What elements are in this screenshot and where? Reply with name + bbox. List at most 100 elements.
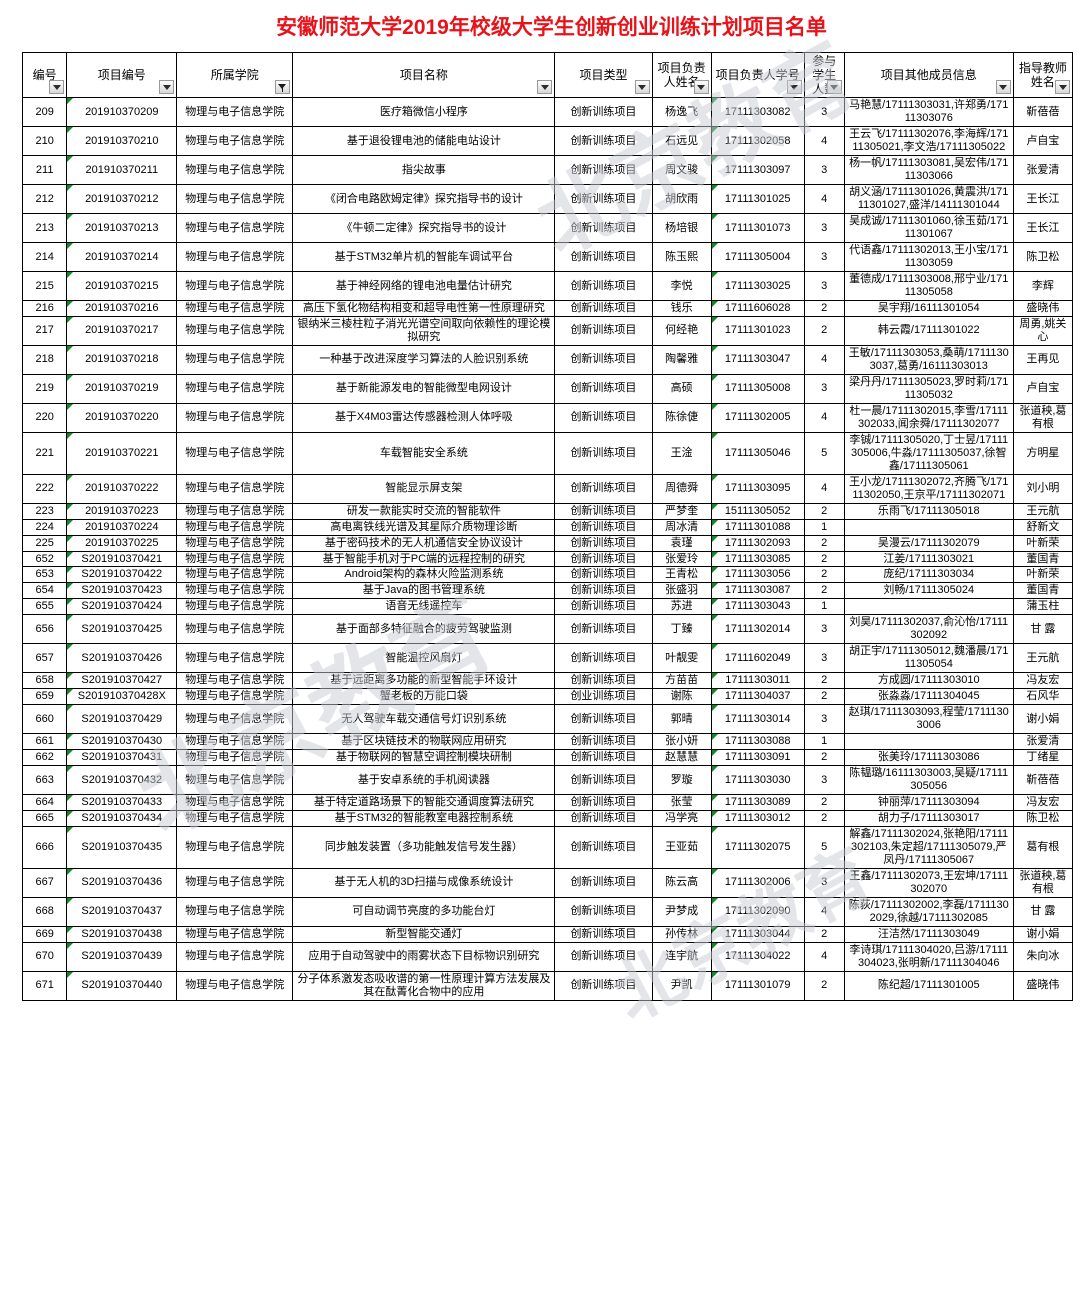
cell-members[interactable]: 李铖/17111305020,丁士昱/17111305006,牛淼/171113…: [843, 431, 1014, 475]
cell-type[interactable]: 创新训练项目: [554, 242, 653, 273]
cell-no[interactable]: 664: [21, 794, 68, 811]
cell-teacher[interactable]: 王再见: [1012, 344, 1074, 375]
cell-name[interactable]: 基于特定道路场景下的智能交通调度算法研究: [292, 794, 556, 811]
cell-no[interactable]: 214: [21, 242, 68, 273]
filter-dropdown-icon[interactable]: [786, 80, 802, 95]
cell-college[interactable]: 物理与电子信息学院: [176, 941, 294, 972]
cell-code[interactable]: S201910370438: [66, 925, 178, 943]
table-row[interactable]: 221 201910370221 物理与电子信息学院 车载智能安全系统 创新训练项目 王淦…: [21, 431, 1074, 475]
cell-type[interactable]: 创新训练项目: [554, 316, 653, 346]
cell-leader[interactable]: 李悦: [651, 271, 712, 302]
cell-no[interactable]: 220: [21, 402, 68, 433]
table-row[interactable]: 669 S201910370438 物理与电子信息学院 新型智能交通灯 创新训练项目 孙传…: [21, 925, 1074, 943]
cell-college[interactable]: 物理与电子信息学院: [176, 672, 294, 690]
cell-members[interactable]: 马艳慧/17111303031,许郑勇/17111303076: [843, 97, 1014, 128]
cell-members[interactable]: 解鑫/17111302024,张艳阳/17111302103,朱定超/17111…: [843, 825, 1014, 869]
cell-type[interactable]: 创新训练项目: [554, 867, 653, 898]
cell-name[interactable]: 智能显示屏支架: [292, 473, 556, 504]
cell-code[interactable]: S201910370427: [66, 672, 178, 690]
table-row[interactable]: 658 S201910370427 物理与电子信息学院 基于远距离多功能的新型智能手环…: [21, 672, 1074, 690]
cell-no[interactable]: 661: [21, 733, 68, 751]
cell-college[interactable]: 物理与电子信息学院: [176, 582, 294, 600]
cell-no[interactable]: 212: [21, 184, 68, 215]
cell-count[interactable]: 4: [803, 126, 845, 157]
cell-leader[interactable]: 王亚茹: [651, 825, 712, 869]
cell-type[interactable]: 创新训练项目: [554, 155, 653, 186]
table-row[interactable]: 656 S201910370425 物理与电子信息学院 基于面部多特征融合的疲劳驾驶监…: [21, 614, 1074, 645]
cell-college[interactable]: 物理与电子信息学院: [176, 518, 294, 536]
cell-members[interactable]: 陈纪超/17111301005: [843, 970, 1014, 1001]
table-row[interactable]: 216 201910370216 物理与电子信息学院 高压下氢化物结构相变和超导电性第…: [21, 300, 1074, 317]
cell-no[interactable]: 665: [21, 809, 68, 827]
cell-teacher[interactable]: 李辉: [1012, 271, 1074, 302]
cell-leader[interactable]: 袁瑾: [651, 534, 712, 552]
cell-college[interactable]: 物理与电子信息学院: [176, 566, 294, 584]
cell-type[interactable]: 创新训练项目: [554, 126, 653, 157]
cell-members[interactable]: 梁丹丹/17111305023,罗时莉/17111305032: [843, 373, 1014, 404]
cell-code[interactable]: S201910370429: [66, 704, 178, 735]
cell-college[interactable]: 物理与电子信息学院: [176, 688, 294, 706]
cell-type[interactable]: 创新训练项目: [554, 373, 653, 404]
cell-code[interactable]: S201910370423: [66, 582, 178, 600]
cell-sid[interactable]: 17111303011: [710, 672, 805, 690]
cell-no[interactable]: 660: [21, 704, 68, 735]
cell-leader[interactable]: 高硕: [651, 373, 712, 404]
cell-no[interactable]: 221: [21, 431, 68, 475]
cell-members[interactable]: 陈荻/17111302002,李磊/17111302029,徐越/1711130…: [843, 896, 1014, 927]
filter-dropdown-icon[interactable]: [1055, 80, 1070, 95]
cell-type[interactable]: 创新训练项目: [554, 550, 653, 568]
cell-name[interactable]: 《牛顿二定律》探究指导书的设计: [292, 213, 556, 244]
cell-count[interactable]: 2: [803, 672, 845, 690]
cell-count[interactable]: 2: [803, 502, 845, 520]
cell-type[interactable]: 创新训练项目: [554, 402, 653, 433]
cell-type[interactable]: 创新训练项目: [554, 643, 653, 674]
cell-type[interactable]: 创新训练项目: [554, 213, 653, 244]
cell-code[interactable]: S201910370434: [66, 809, 178, 827]
cell-leader[interactable]: 张莹: [651, 794, 712, 811]
cell-college[interactable]: 物理与电子信息学院: [176, 704, 294, 735]
cell-count[interactable]: 3: [803, 614, 845, 645]
cell-type[interactable]: 创新训练项目: [554, 271, 653, 302]
cell-members[interactable]: 韩云霞/17111301022: [843, 316, 1014, 346]
cell-leader[interactable]: 陈徐倢: [651, 402, 712, 433]
cell-type[interactable]: 创新训练项目: [554, 300, 653, 317]
cell-no[interactable]: 670: [21, 941, 68, 972]
cell-no[interactable]: 225: [21, 534, 68, 552]
table-row[interactable]: 671 S201910370440 物理与电子信息学院 分子体系激发态吸收谱的第一性原…: [21, 970, 1074, 1001]
cell-no[interactable]: 669: [21, 925, 68, 943]
cell-teacher[interactable]: 董国青: [1012, 582, 1074, 600]
table-row[interactable]: 662 S201910370431 物理与电子信息学院 基于物联网的智慧空调控制模块研…: [21, 749, 1074, 767]
cell-sid[interactable]: 17111302058: [710, 126, 805, 157]
filter-dropdown-icon[interactable]: [634, 80, 650, 95]
cell-teacher[interactable]: 张道秧,葛有根: [1012, 402, 1074, 433]
cell-count[interactable]: 3: [803, 867, 845, 898]
cell-teacher[interactable]: 王元航: [1012, 502, 1074, 520]
cell-leader[interactable]: 严梦奎: [651, 502, 712, 520]
cell-teacher[interactable]: 王元航: [1012, 643, 1074, 674]
cell-sid[interactable]: 17111304022: [710, 941, 805, 972]
cell-count[interactable]: 1: [803, 598, 845, 616]
cell-type[interactable]: 创新训练项目: [554, 502, 653, 520]
cell-sid[interactable]: 17111301088: [710, 518, 805, 536]
cell-leader[interactable]: 周德舜: [651, 473, 712, 504]
cell-college[interactable]: 物理与电子信息学院: [176, 550, 294, 568]
cell-teacher[interactable]: 张道秧,葛有根: [1012, 867, 1074, 898]
cell-sid[interactable]: 17111301023: [710, 316, 805, 346]
cell-name[interactable]: 指尖故事: [292, 155, 556, 186]
table-row[interactable]: 224 201910370224 物理与电子信息学院 高电离铁线光谱及其星际介质物理诊…: [21, 518, 1074, 536]
cell-teacher[interactable]: 卢自宝: [1012, 373, 1074, 404]
table-row[interactable]: 220 201910370220 物理与电子信息学院 基于X4M03雷达传感器检测人体…: [21, 402, 1074, 433]
cell-college[interactable]: 物理与电子信息学院: [176, 765, 294, 795]
cell-leader[interactable]: 杨培银: [651, 213, 712, 244]
cell-leader[interactable]: 周冰清: [651, 518, 712, 536]
cell-teacher[interactable]: 甘 露: [1012, 896, 1074, 927]
cell-members[interactable]: 乐雨飞/17111305018: [843, 502, 1014, 520]
cell-college[interactable]: 物理与电子信息学院: [176, 598, 294, 616]
cell-members[interactable]: 刘昊/17111302037,俞沁怡/17111302092: [843, 614, 1014, 645]
cell-leader[interactable]: 尹凯: [651, 970, 712, 1001]
cell-count[interactable]: 1: [803, 733, 845, 751]
cell-teacher[interactable]: 董国青: [1012, 550, 1074, 568]
cell-members[interactable]: [843, 733, 1014, 751]
cell-teacher[interactable]: 靳蓓蓓: [1012, 765, 1074, 795]
cell-count[interactable]: 5: [803, 825, 845, 869]
